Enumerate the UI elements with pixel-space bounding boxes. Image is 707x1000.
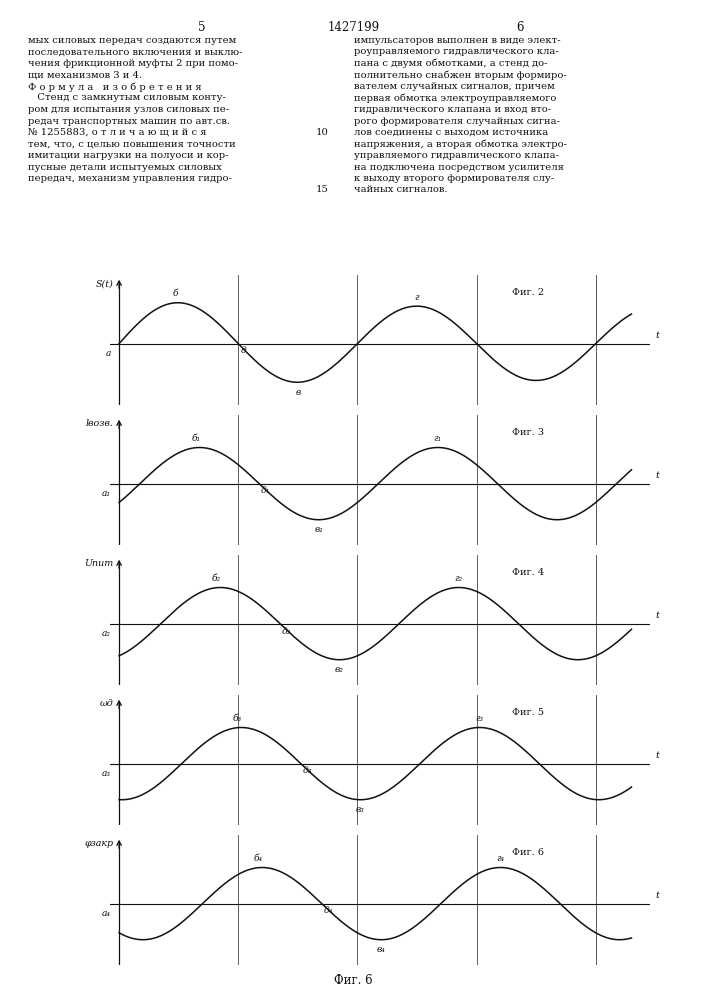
Text: ром для испытания узлов силовых пе-: ром для испытания узлов силовых пе- xyxy=(28,105,229,114)
Text: в: в xyxy=(296,388,300,397)
Text: lвозв.: lвозв. xyxy=(86,419,113,428)
Text: 6: 6 xyxy=(516,21,523,34)
Text: Ф о р м у л а   и з о б р е т е н и я: Ф о р м у л а и з о б р е т е н и я xyxy=(28,82,202,92)
Text: управляемого гидравлического клапа-: управляемого гидравлического клапа- xyxy=(354,151,559,160)
Text: S(t): S(t) xyxy=(95,279,113,288)
Text: последовательного включения и выклю-: последовательного включения и выклю- xyxy=(28,47,243,56)
Text: Фиг. 3: Фиг. 3 xyxy=(513,428,544,437)
Text: вателем случайных сигналов, причем: вателем случайных сигналов, причем xyxy=(354,82,554,91)
Text: б₂: б₂ xyxy=(212,574,221,583)
Text: г: г xyxy=(415,293,419,302)
Text: лов соединены с выходом источника: лов соединены с выходом источника xyxy=(354,128,548,137)
Text: щи механизмов 3 и 4.: щи механизмов 3 и 4. xyxy=(28,70,142,80)
Text: чайных сигналов.: чайных сигналов. xyxy=(354,186,447,194)
Text: в₄: в₄ xyxy=(377,945,386,954)
Text: д₂: д₂ xyxy=(282,627,291,636)
Text: 10: 10 xyxy=(316,128,329,137)
Text: пана с двумя обмотками, а стенд до-: пана с двумя обмотками, а стенд до- xyxy=(354,59,547,68)
Text: пусные детали испытуемых силовых: пусные детали испытуемых силовых xyxy=(28,163,222,172)
Text: φзакр: φзакр xyxy=(84,839,113,848)
Text: а: а xyxy=(105,349,111,358)
Text: Фиг. 5: Фиг. 5 xyxy=(513,708,544,717)
Text: на подключена посредством усилителя: на подключена посредством усилителя xyxy=(354,163,563,172)
Text: д₃: д₃ xyxy=(303,766,312,775)
Text: а₂: а₂ xyxy=(102,629,111,638)
Text: а₄: а₄ xyxy=(102,909,111,918)
Text: к выходу второго формирователя слу-: к выходу второго формирователя слу- xyxy=(354,174,554,183)
Text: г₃: г₃ xyxy=(476,714,484,723)
Text: t: t xyxy=(655,331,659,340)
Text: напряжения, а вторая обмотка электро-: напряжения, а вторая обмотка электро- xyxy=(354,140,566,149)
Text: д₁: д₁ xyxy=(261,486,270,495)
Text: роуправляемого гидравлического кла-: роуправляемого гидравлического кла- xyxy=(354,47,559,56)
Text: 1427199: 1427199 xyxy=(327,21,380,34)
Text: Фиг. 4: Фиг. 4 xyxy=(513,568,544,577)
Text: б₄: б₄ xyxy=(254,854,263,863)
Text: чения фрикционной муфты 2 при помо-: чения фрикционной муфты 2 при помо- xyxy=(28,59,238,68)
Text: д: д xyxy=(240,346,246,355)
Text: г₄: г₄ xyxy=(496,854,505,863)
Text: полнительно снабжен вторым формиро-: полнительно снабжен вторым формиро- xyxy=(354,70,566,80)
Text: б₃: б₃ xyxy=(233,714,242,723)
Text: 5: 5 xyxy=(198,21,205,34)
Text: t: t xyxy=(655,751,659,760)
Text: 15: 15 xyxy=(316,186,329,194)
Text: импульсаторов выполнен в виде элект-: импульсаторов выполнен в виде элект- xyxy=(354,36,560,45)
Text: Фиг. 6: Фиг. 6 xyxy=(334,974,373,987)
Text: в₃: в₃ xyxy=(356,805,365,814)
Text: t: t xyxy=(655,471,659,480)
Text: редач транспортных машин по авт.св.: редач транспортных машин по авт.св. xyxy=(28,116,230,125)
Text: г₂: г₂ xyxy=(455,574,463,583)
Text: ωд: ωд xyxy=(100,699,113,708)
Text: первая обмотка электроуправляемого: первая обмотка электроуправляемого xyxy=(354,94,556,103)
Text: Uпит: Uпит xyxy=(84,559,113,568)
Text: мых силовых передач создаются путем: мых силовых передач создаются путем xyxy=(28,36,237,45)
Text: в₂: в₂ xyxy=(335,665,344,674)
Text: Фиг. 2: Фиг. 2 xyxy=(513,288,544,297)
Text: Стенд с замкнутым силовым конту-: Стенд с замкнутым силовым конту- xyxy=(28,94,226,103)
Text: № 1255883, о т л и ч а ю щ и й с я: № 1255883, о т л и ч а ю щ и й с я xyxy=(28,128,206,137)
Text: тем, что, с целью повышения точности: тем, что, с целью повышения точности xyxy=(28,140,236,149)
Text: имитации нагрузки на полуоси и кор-: имитации нагрузки на полуоси и кор- xyxy=(28,151,229,160)
Text: t: t xyxy=(655,611,659,620)
Text: б: б xyxy=(172,289,177,298)
Text: рого формирователя случайных сигна-: рого формирователя случайных сигна- xyxy=(354,116,559,125)
Text: гидравлического клапана и вход вто-: гидравлического клапана и вход вто- xyxy=(354,105,551,114)
Text: г₁: г₁ xyxy=(434,434,442,443)
Text: Фиг. 6: Фиг. 6 xyxy=(513,848,544,857)
Text: t: t xyxy=(655,891,659,900)
Text: в₁: в₁ xyxy=(314,525,323,534)
Text: б₁: б₁ xyxy=(191,434,200,443)
Text: а₁: а₁ xyxy=(102,489,111,498)
Text: передач, механизм управления гидро-: передач, механизм управления гидро- xyxy=(28,174,232,183)
Text: д₄: д₄ xyxy=(324,906,333,915)
Text: а₃: а₃ xyxy=(102,769,111,778)
